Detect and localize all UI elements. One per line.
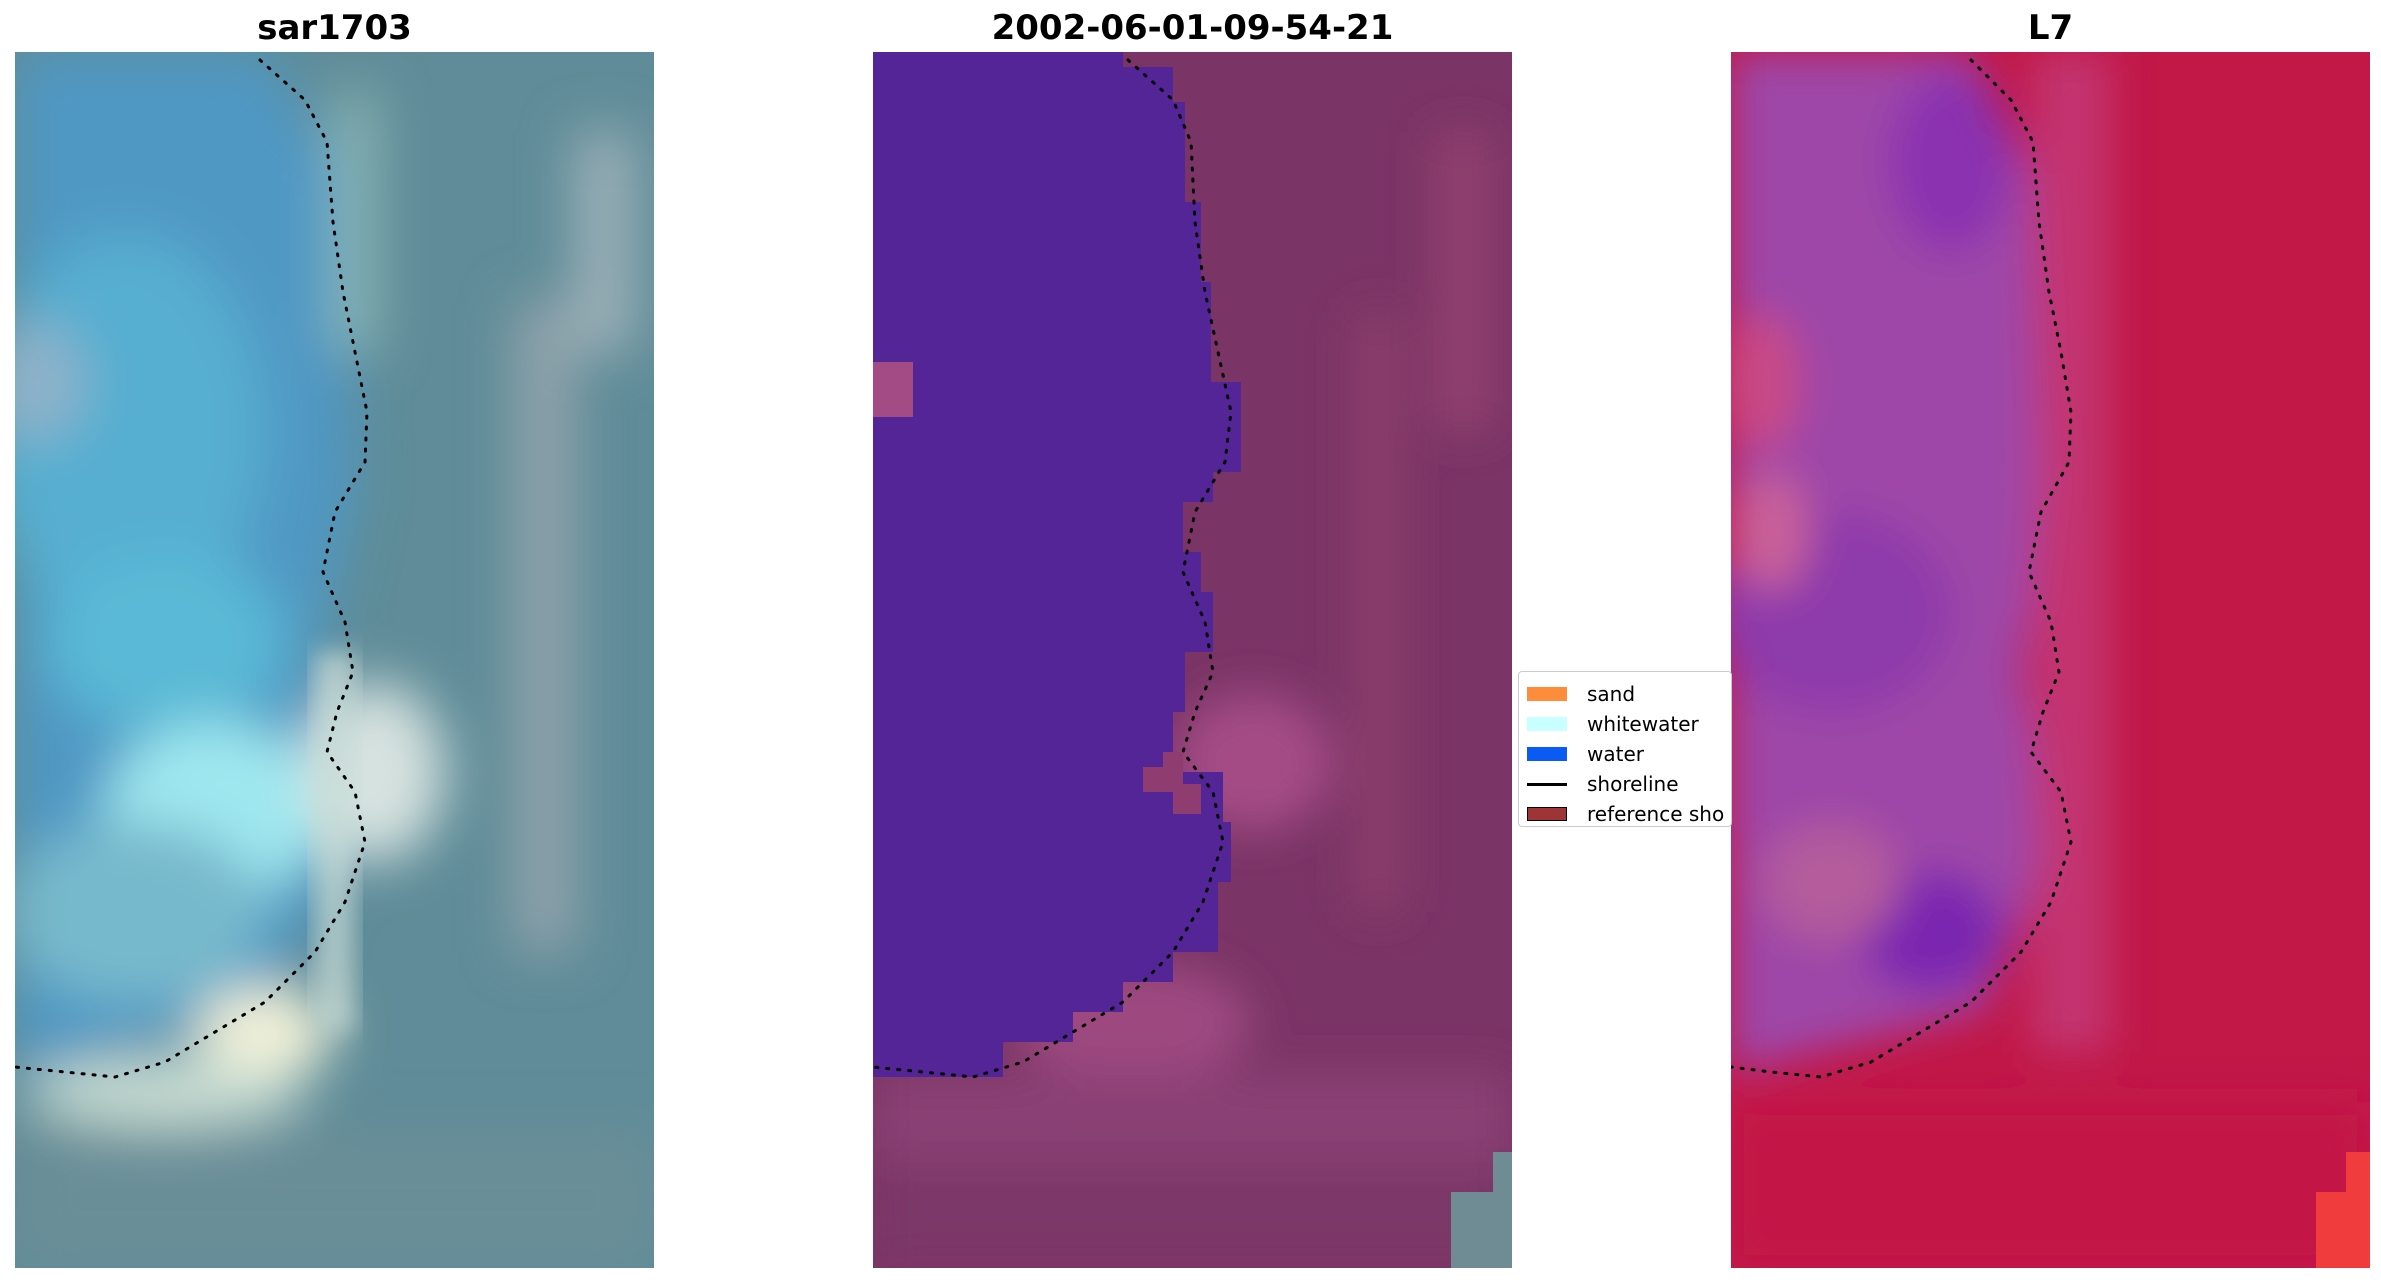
index-image — [1731, 52, 2370, 1268]
legend-item-sand: sand — [1527, 681, 1635, 707]
shoreline-rgb — [15, 58, 369, 1079]
sand-swatch — [1527, 687, 1567, 701]
legend-label-water: water — [1587, 742, 1644, 766]
legend-item-shoreline: shoreline — [1527, 771, 1679, 797]
legend-item-reference-shoreline: reference sho — [1527, 801, 1725, 826]
reference-shoreline-swatch — [1527, 807, 1567, 821]
legend-label-sand: sand — [1587, 682, 1636, 706]
shoreline-line-swatch — [1527, 782, 1567, 786]
whitewater-swatch — [1527, 717, 1567, 731]
shoreline-classified — [873, 58, 1233, 1079]
legend-label-shoreline: shoreline — [1587, 772, 1679, 796]
index-image-panel — [1731, 52, 2370, 1268]
legend: sand whitewater water shoreline referenc… — [1518, 671, 1732, 827]
panel-title-index: L7 — [2027, 8, 2074, 48]
legend-label-whitewater: whitewater — [1587, 712, 1699, 736]
panel-title-rgb: sar1703 — [257, 8, 412, 48]
legend-item-whitewater: whitewater — [1527, 711, 1699, 737]
legend-item-water: water — [1527, 741, 1644, 767]
rgb-image-panel — [15, 52, 654, 1268]
water-class-region — [873, 52, 1241, 1077]
classified-image-panel — [873, 52, 1512, 1268]
shoreline-index — [1731, 58, 2073, 1079]
rgb-image — [15, 52, 654, 1268]
water-swatch — [1527, 747, 1567, 761]
legend-label-reference-shoreline: reference sho — [1587, 802, 1725, 826]
panel-title-classified: 2002-06-01-09-54-21 — [991, 8, 1394, 48]
classified-image — [873, 52, 1512, 1268]
